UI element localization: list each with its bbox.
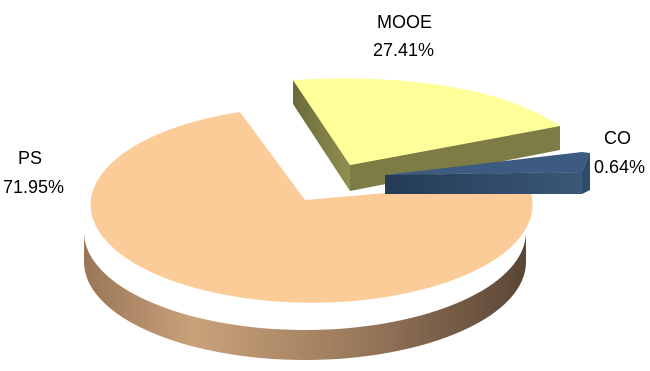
- label-ps-name: PS: [18, 148, 42, 168]
- label-ps-value: 71.95%: [3, 177, 64, 197]
- slice-ps: [84, 112, 533, 360]
- slice-co: [385, 152, 590, 194]
- label-mooe-value: 27.41%: [373, 40, 434, 60]
- label-mooe-name: MOOE: [377, 12, 432, 32]
- slice-co-side: [385, 172, 582, 194]
- slice-ps-top: [90, 112, 533, 303]
- slice-mooe-top: [293, 78, 560, 165]
- label-co-value: 0.64%: [594, 157, 645, 177]
- slice-co-right: [582, 153, 590, 194]
- slice-co-top: [385, 152, 590, 175]
- slice-ps-side: [84, 232, 526, 360]
- slice-mooe-side: [293, 80, 350, 191]
- label-co-name: CO: [604, 128, 631, 148]
